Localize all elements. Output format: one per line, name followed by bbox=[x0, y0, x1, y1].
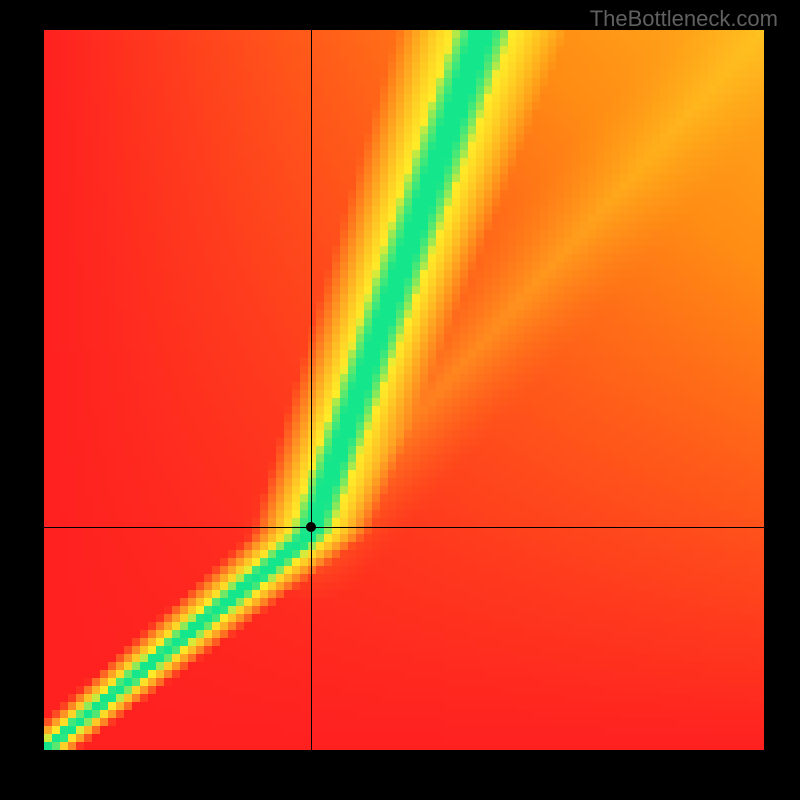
watermark-text: TheBottleneck.com bbox=[590, 6, 778, 32]
heatmap-canvas bbox=[44, 30, 764, 750]
heatmap-plot bbox=[44, 30, 764, 750]
